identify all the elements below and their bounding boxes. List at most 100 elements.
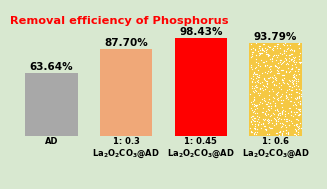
Point xyxy=(289,85,294,88)
Point xyxy=(270,99,275,102)
Point xyxy=(277,121,282,124)
Point xyxy=(256,44,262,47)
Point xyxy=(252,103,258,106)
Point xyxy=(260,43,266,46)
Point xyxy=(285,81,290,84)
Point xyxy=(249,67,254,70)
Point xyxy=(253,123,258,126)
Point xyxy=(280,121,285,124)
Point xyxy=(248,66,253,69)
Point xyxy=(264,81,269,84)
Point xyxy=(281,51,286,54)
Point xyxy=(273,122,279,125)
Point xyxy=(276,97,281,100)
Point xyxy=(287,49,292,52)
Point xyxy=(293,122,298,125)
Point xyxy=(294,104,299,107)
Point xyxy=(255,131,260,134)
Point xyxy=(268,76,273,79)
Point xyxy=(282,49,287,52)
Point xyxy=(250,47,256,50)
Point xyxy=(250,51,255,54)
Point xyxy=(254,104,259,107)
Point xyxy=(280,61,285,64)
Point xyxy=(256,50,261,53)
Point xyxy=(292,124,297,127)
Point xyxy=(274,108,280,112)
Point xyxy=(286,53,291,56)
Point xyxy=(287,124,292,127)
Point xyxy=(273,78,278,81)
Point xyxy=(275,44,280,47)
Point xyxy=(260,88,266,91)
Point xyxy=(265,77,270,80)
Point xyxy=(254,119,260,122)
Point xyxy=(255,122,261,125)
Point xyxy=(249,115,254,118)
Point xyxy=(276,85,281,88)
Point xyxy=(287,54,292,57)
Point xyxy=(250,130,255,133)
Text: 98.43%: 98.43% xyxy=(179,27,223,37)
Point xyxy=(267,53,272,57)
Point xyxy=(291,79,296,82)
Point xyxy=(295,80,301,83)
Point xyxy=(269,75,274,78)
Point xyxy=(256,124,261,127)
Point xyxy=(265,53,270,56)
Point xyxy=(291,103,296,106)
Bar xyxy=(25,73,77,136)
Point xyxy=(255,86,260,89)
Point xyxy=(283,57,288,60)
Point xyxy=(273,104,278,107)
Point xyxy=(269,126,275,129)
Point xyxy=(298,127,303,130)
Point xyxy=(280,53,285,56)
Point xyxy=(248,107,253,110)
Point xyxy=(255,75,260,78)
Point xyxy=(254,76,259,79)
Point xyxy=(263,128,268,131)
Point xyxy=(259,51,264,54)
Point xyxy=(274,65,279,68)
Point xyxy=(293,65,298,68)
Point xyxy=(277,60,282,63)
Point xyxy=(278,52,283,55)
Point xyxy=(267,126,272,129)
Point xyxy=(278,58,283,61)
Point xyxy=(253,53,259,56)
Point xyxy=(282,109,287,112)
Point xyxy=(286,57,291,60)
Point xyxy=(264,64,269,67)
Point xyxy=(249,76,254,79)
Point xyxy=(295,111,300,114)
Point xyxy=(258,126,264,129)
Bar xyxy=(250,43,302,136)
Point xyxy=(251,117,257,120)
Point xyxy=(252,66,258,69)
Point xyxy=(257,102,262,105)
Point xyxy=(297,60,302,63)
Point xyxy=(296,43,301,46)
Point xyxy=(286,46,291,49)
Point xyxy=(280,92,285,95)
Point xyxy=(266,105,271,108)
Point xyxy=(264,79,269,82)
Point xyxy=(265,72,270,75)
Point xyxy=(252,127,257,130)
Point xyxy=(283,132,288,135)
Point xyxy=(289,48,294,51)
Point xyxy=(262,64,267,67)
Point xyxy=(277,66,282,69)
Point xyxy=(287,118,292,121)
Point xyxy=(296,127,301,130)
Point xyxy=(295,126,300,129)
Point xyxy=(279,113,284,116)
Point xyxy=(293,78,299,81)
Point xyxy=(285,67,290,70)
Point xyxy=(252,126,257,129)
Point xyxy=(262,78,267,81)
Point xyxy=(267,46,272,49)
Point xyxy=(252,89,257,92)
Point xyxy=(266,112,271,115)
